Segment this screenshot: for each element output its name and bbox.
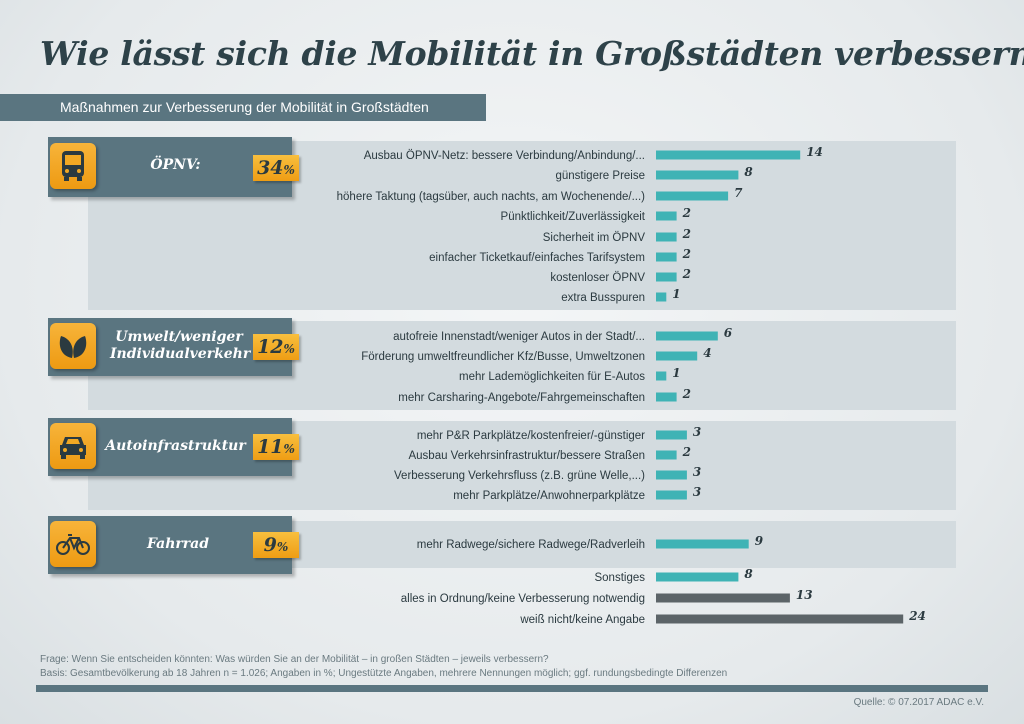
bar-value: 9 bbox=[755, 534, 764, 548]
bar-value: 8 bbox=[744, 567, 753, 581]
bar-value: 2 bbox=[682, 445, 691, 459]
bar-label: alles in Ordnung/keine Verbesserung notw… bbox=[401, 593, 645, 605]
bar-value: 2 bbox=[682, 247, 691, 261]
category-percent-value: 9 bbox=[263, 534, 277, 556]
bar-value: 2 bbox=[682, 227, 691, 241]
bar-value: 2 bbox=[682, 206, 691, 220]
category-percent-badge: 12% bbox=[253, 334, 299, 360]
chart-title: Wie lässt sich die Mobilität in Großstäd… bbox=[40, 34, 1024, 73]
category-percent-badge: 9% bbox=[253, 532, 299, 558]
category-label-oepnv: ÖPNV: bbox=[150, 157, 201, 173]
bottom-rule bbox=[36, 685, 988, 692]
bar bbox=[656, 450, 677, 460]
category-percent-value: 34 bbox=[257, 157, 284, 179]
bar-value: 3 bbox=[693, 485, 701, 499]
leaves-icon bbox=[50, 323, 96, 369]
bar-label: höhere Taktung (tagsüber, auch nachts, a… bbox=[337, 191, 646, 203]
bar-label: Förderung umweltfreundlicher Kfz/Busse, … bbox=[361, 351, 645, 363]
bar-label: autofreie Innenstadt/weniger Autos in de… bbox=[393, 331, 645, 343]
bar-value: 13 bbox=[796, 588, 813, 602]
category-percent-value: 11 bbox=[257, 436, 284, 458]
bar-label: mehr Radwege/sichere Radwege/Radverleih bbox=[417, 539, 645, 551]
category-label-umwelt: Umwelt/weniger Individualverkehr bbox=[110, 329, 251, 362]
subtitle-bar: Maßnahmen zur Verbesserung der Mobilität… bbox=[0, 94, 486, 121]
bar-label: Sicherheit im ÖPNV bbox=[543, 232, 646, 244]
bar bbox=[656, 211, 677, 221]
bar-label: Ausbau ÖPNV-Netz: bessere Verbindung/Anb… bbox=[364, 150, 645, 162]
bar bbox=[656, 392, 677, 402]
bar bbox=[656, 170, 739, 180]
bar-value: 2 bbox=[682, 267, 691, 281]
bar bbox=[656, 490, 687, 500]
bar bbox=[656, 371, 667, 381]
bar bbox=[656, 539, 749, 549]
bar-value: 7 bbox=[734, 186, 743, 200]
percent-sign: % bbox=[283, 342, 295, 356]
bus-icon bbox=[50, 143, 96, 189]
bar-label: mehr P&R Parkplätze/kostenfreier/-günsti… bbox=[417, 430, 645, 442]
bar bbox=[656, 272, 677, 282]
bar bbox=[656, 470, 687, 480]
footnote-basis: Basis: Gesamtbevölkerung ab 18 Jahren n … bbox=[40, 668, 728, 679]
category-percent-value: 12 bbox=[257, 336, 284, 358]
bar bbox=[656, 191, 729, 201]
chart-subtitle: Maßnahmen zur Verbesserung der Mobilität… bbox=[60, 99, 429, 115]
bar bbox=[656, 292, 667, 302]
category-percent-badge: 34% bbox=[253, 155, 299, 181]
bar-label: Pünktlichkeit/Zuverlässigkeit bbox=[501, 211, 646, 223]
bar-label: Ausbau Verkehrsinfrastruktur/bessere Str… bbox=[408, 450, 645, 462]
bar-value: 1 bbox=[672, 366, 680, 380]
bar bbox=[656, 232, 677, 242]
car-icon bbox=[50, 423, 96, 469]
bar-label: extra Busspuren bbox=[561, 292, 645, 304]
bar-value: 24 bbox=[908, 609, 926, 623]
bar bbox=[656, 150, 801, 160]
bar bbox=[656, 331, 718, 341]
footnote-question: Frage: Wenn Sie entscheiden könnten: Was… bbox=[40, 654, 549, 665]
bar-label: weiß nicht/keine Angabe bbox=[519, 614, 645, 626]
source-note: Quelle: © 07.2017 ADAC e.V. bbox=[853, 697, 984, 708]
category-label-fahrrad: Fahrrad bbox=[146, 536, 210, 552]
bar-value: 4 bbox=[703, 346, 711, 360]
bar-value: 8 bbox=[744, 165, 753, 179]
bicycle-icon bbox=[50, 521, 96, 567]
bar-value: 3 bbox=[693, 465, 701, 479]
bar-label: kostenloser ÖPNV bbox=[550, 272, 645, 284]
bar bbox=[656, 430, 687, 440]
bar bbox=[656, 351, 698, 361]
bar-label: günstigere Preise bbox=[556, 170, 646, 182]
bar-value: 6 bbox=[724, 326, 733, 340]
bar-label: Verbesserung Verkehrsfluss (z.B. grüne W… bbox=[394, 470, 645, 482]
category-percent-badge: 11% bbox=[253, 434, 299, 460]
percent-sign: % bbox=[283, 163, 295, 177]
bar bbox=[656, 614, 904, 624]
bar bbox=[656, 572, 739, 582]
bar-label: mehr Parkplätze/Anwohnerparkplätze bbox=[453, 490, 645, 502]
bar-value: 3 bbox=[693, 425, 701, 439]
bar bbox=[656, 252, 677, 262]
percent-sign: % bbox=[283, 442, 295, 456]
bar-label: mehr Carsharing-Angebote/Fahrgemeinschaf… bbox=[398, 392, 645, 404]
bar-value: 14 bbox=[806, 145, 823, 159]
bar-label: einfacher Ticketkauf/einfaches Tarifsyst… bbox=[429, 252, 645, 264]
category-label-auto: Autoinfrastruktur bbox=[105, 438, 246, 454]
bar bbox=[656, 593, 790, 603]
percent-sign: % bbox=[276, 540, 289, 554]
bar-value: 2 bbox=[682, 387, 691, 401]
bar-value: 1 bbox=[672, 287, 680, 301]
bar-label: Sonstiges bbox=[594, 572, 645, 584]
bar-label: mehr Lademöglichkeiten für E-Autos bbox=[459, 371, 645, 383]
